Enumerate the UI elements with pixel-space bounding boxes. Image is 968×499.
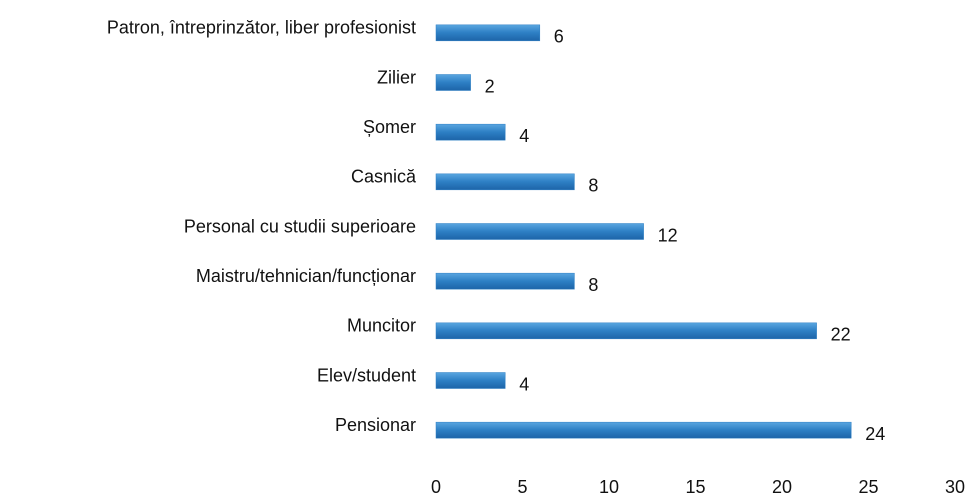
data-label: 8 [588,275,598,295]
x-tick-label: 5 [517,477,527,497]
data-label: 4 [519,374,529,394]
x-tick-label: 10 [599,477,619,497]
bar [435,322,817,340]
y-tick-label: Patron, întreprinzător, liber profesioni… [107,18,416,38]
x-tick-label: 15 [685,477,705,497]
y-tick-label: Personal cu studii superioare [184,216,416,236]
x-tick-label: 30 [945,477,965,497]
bar [435,74,471,91]
data-label: 12 [658,225,678,245]
data-label: 22 [831,325,851,345]
y-tick-label: Maistru/tehnician/funcționar [196,266,416,286]
bar [435,24,541,42]
y-tick-label: Casnică [351,167,417,187]
x-tick-label: 0 [431,477,441,497]
x-tick-label: 25 [858,477,878,497]
y-tick-label: Elev/student [317,365,416,385]
y-tick-label: Pensionar [335,415,416,435]
data-label: 2 [485,76,495,96]
data-label: 4 [519,126,529,146]
y-tick-label: Muncitor [347,316,416,336]
y-tick-label: Șomer [363,117,416,137]
data-label: 24 [865,424,885,444]
bar [435,123,506,141]
data-label: 6 [554,27,564,47]
y-tick-label: Zilier [377,67,416,87]
x-tick-label: 20 [772,477,792,497]
bar [435,372,506,389]
bar [435,421,852,439]
data-label: 8 [588,176,598,196]
bar [435,272,575,290]
bar [435,173,575,191]
bar [435,223,644,240]
